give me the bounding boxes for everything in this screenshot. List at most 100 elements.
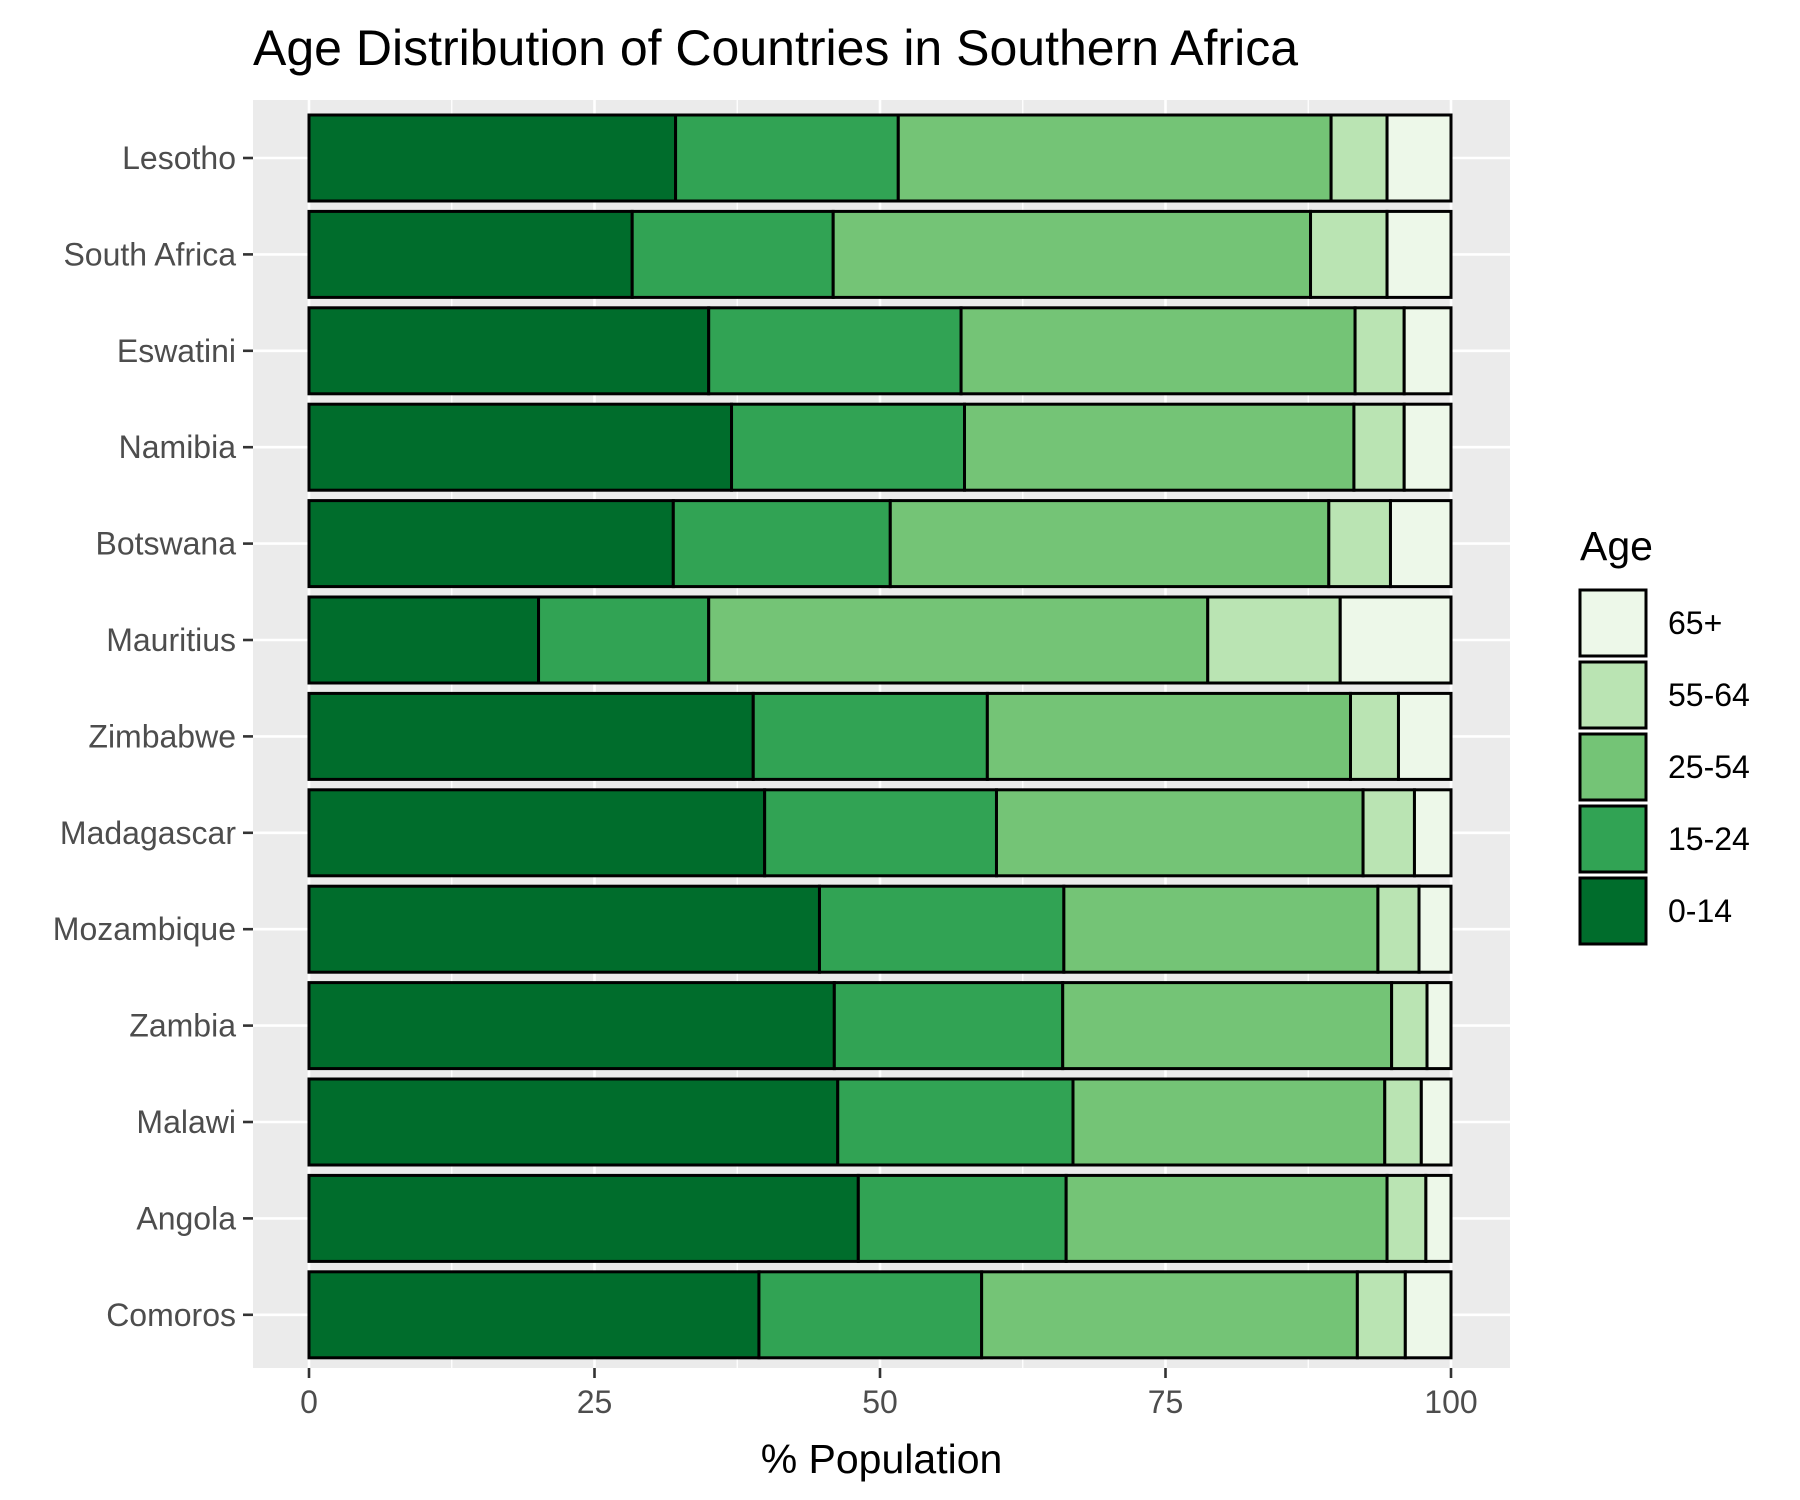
y-tick-label: Mauritius — [106, 622, 236, 658]
bar-segment-15-24 — [757, 1270, 984, 1360]
y-tick-label: Comoros — [106, 1297, 236, 1333]
legend-key-0-14 — [1578, 876, 1648, 946]
bar-segment-0-14 — [307, 499, 675, 589]
chart-title: Age Distribution of Countries in Souther… — [253, 20, 1298, 76]
y-tick-label: Botswana — [95, 526, 236, 562]
bar-segment-25-54 — [980, 1270, 1359, 1360]
bar-segment-55-64 — [1206, 595, 1342, 685]
bar-segment-0-14 — [307, 306, 711, 396]
bar-segment-0-14 — [307, 1077, 840, 1167]
legend-label: 55-64 — [1668, 677, 1750, 713]
bar-segment-15-24 — [671, 499, 892, 589]
bar-segment-15-24 — [537, 595, 711, 685]
legend-label: 25-54 — [1668, 749, 1750, 785]
bar-segment-65+ — [1425, 981, 1453, 1071]
bar-segment-65+ — [1396, 691, 1453, 781]
bar-segment-15-24 — [730, 402, 967, 492]
bar-segment-15-24 — [817, 884, 1066, 974]
bar-segment-25-54 — [959, 306, 1357, 396]
y-tick-label: Eswatini — [117, 333, 236, 369]
bar-segment-65+ — [1412, 788, 1453, 878]
x-axis-title: % Population — [761, 1436, 1003, 1482]
bar-segment-55-64 — [1329, 113, 1389, 203]
bar-segment-25-54 — [896, 113, 1333, 203]
bar-segment-65+ — [1338, 595, 1453, 685]
bar-segment-25-54 — [985, 691, 1353, 781]
legend-title: Age — [1580, 523, 1653, 569]
y-tick-label: Mozambique — [53, 911, 236, 947]
y-tick-label: South Africa — [63, 236, 236, 272]
legend-label: 65+ — [1668, 605, 1722, 641]
bar-segment-65+ — [1402, 402, 1453, 492]
bar-segment-15-24 — [674, 113, 900, 203]
bar-segment-55-64 — [1376, 884, 1421, 974]
bar-segment-55-64 — [1349, 691, 1400, 781]
bar-segment-15-24 — [856, 1173, 1068, 1263]
bar-segment-65+ — [1419, 1077, 1453, 1167]
bar-segment-65+ — [1417, 884, 1453, 974]
x-tick-label: 100 — [1424, 1384, 1477, 1420]
bar-segment-15-24 — [751, 691, 989, 781]
bar-segment-65+ — [1403, 1270, 1453, 1360]
bar-segment-25-54 — [1061, 981, 1394, 1071]
bar-segment-65+ — [1388, 499, 1453, 589]
legend-label: 0-14 — [1668, 893, 1732, 929]
y-tick-label: Namibia — [119, 429, 237, 465]
bar-segment-65+ — [1385, 113, 1453, 203]
bar-segment-15-24 — [630, 209, 835, 299]
bar-segment-0-14 — [307, 788, 767, 878]
bar-segment-55-64 — [1327, 499, 1392, 589]
bar-segment-25-54 — [1071, 1077, 1387, 1167]
bar-segment-25-54 — [888, 499, 1331, 589]
legend-key-65+ — [1578, 588, 1648, 658]
bar-segment-25-54 — [994, 788, 1365, 878]
legend-key-55-64 — [1578, 660, 1648, 730]
bar-segment-55-64 — [1383, 1077, 1423, 1167]
bar-segment-0-14 — [307, 209, 634, 299]
bar-segment-25-54 — [831, 209, 1313, 299]
bar-segment-0-14 — [307, 1270, 761, 1360]
bar-segment-25-54 — [707, 595, 1210, 685]
bar-segment-0-14 — [307, 981, 836, 1071]
bar-segment-0-14 — [307, 884, 821, 974]
bar-segment-15-24 — [832, 981, 1065, 1071]
x-axis: 0 25 50 75 100 — [300, 1368, 1478, 1420]
bar-segment-25-54 — [963, 402, 1356, 492]
legend: Age 65+ 55-64 25-54 15-24 0-14 — [1578, 523, 1750, 946]
bar-segment-25-54 — [1062, 884, 1380, 974]
bar-segment-15-24 — [707, 306, 963, 396]
x-tick-label: 25 — [577, 1384, 613, 1420]
bar-segment-15-24 — [836, 1077, 1075, 1167]
bar-segment-0-14 — [307, 595, 541, 685]
y-tick-label: Madagascar — [60, 815, 236, 851]
bar-segment-65+ — [1385, 209, 1453, 299]
bar-segment-55-64 — [1355, 1270, 1407, 1360]
bar-segment-0-14 — [307, 402, 734, 492]
bar-segment-65+ — [1424, 1173, 1453, 1263]
bar-segment-55-64 — [1352, 402, 1406, 492]
bar-segment-55-64 — [1390, 981, 1429, 1071]
bar-segment-55-64 — [1353, 306, 1406, 396]
y-tick-label: Zambia — [129, 1008, 236, 1044]
x-tick-label: 75 — [1148, 1384, 1184, 1420]
x-tick-label: 0 — [300, 1384, 318, 1420]
bars-layer — [307, 113, 1453, 1360]
bar-segment-0-14 — [307, 1173, 860, 1263]
bar-segment-25-54 — [1064, 1173, 1389, 1263]
bar-segment-55-64 — [1309, 209, 1389, 299]
bar-segment-55-64 — [1385, 1173, 1428, 1263]
bar-segment-15-24 — [763, 788, 998, 878]
y-tick-label: Zimbabwe — [88, 718, 236, 754]
bar-segment-0-14 — [307, 113, 678, 203]
y-tick-label: Angola — [136, 1200, 236, 1236]
x-tick-label: 50 — [862, 1384, 898, 1420]
y-axis: Lesotho South Africa Eswatini Namibia Botswa… — [53, 140, 253, 1333]
legend-key-15-24 — [1578, 804, 1648, 874]
y-tick-label: Lesotho — [122, 140, 236, 176]
bar-segment-55-64 — [1361, 788, 1416, 878]
y-tick-label: Malawi — [136, 1104, 236, 1140]
bar-segment-65+ — [1402, 306, 1453, 396]
bar-segment-0-14 — [307, 691, 755, 781]
